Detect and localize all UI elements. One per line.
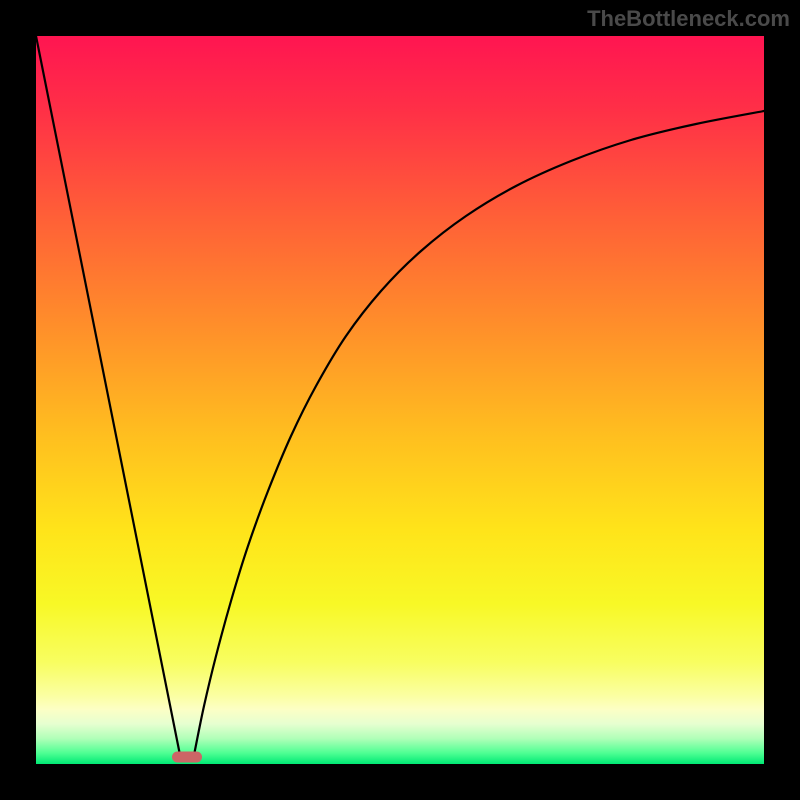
watermark-text: TheBottleneck.com	[587, 6, 790, 32]
plot-area	[36, 36, 764, 764]
marker-rect	[172, 752, 202, 763]
chart-frame: TheBottleneck.com	[0, 0, 800, 800]
minimum-marker	[36, 36, 764, 764]
